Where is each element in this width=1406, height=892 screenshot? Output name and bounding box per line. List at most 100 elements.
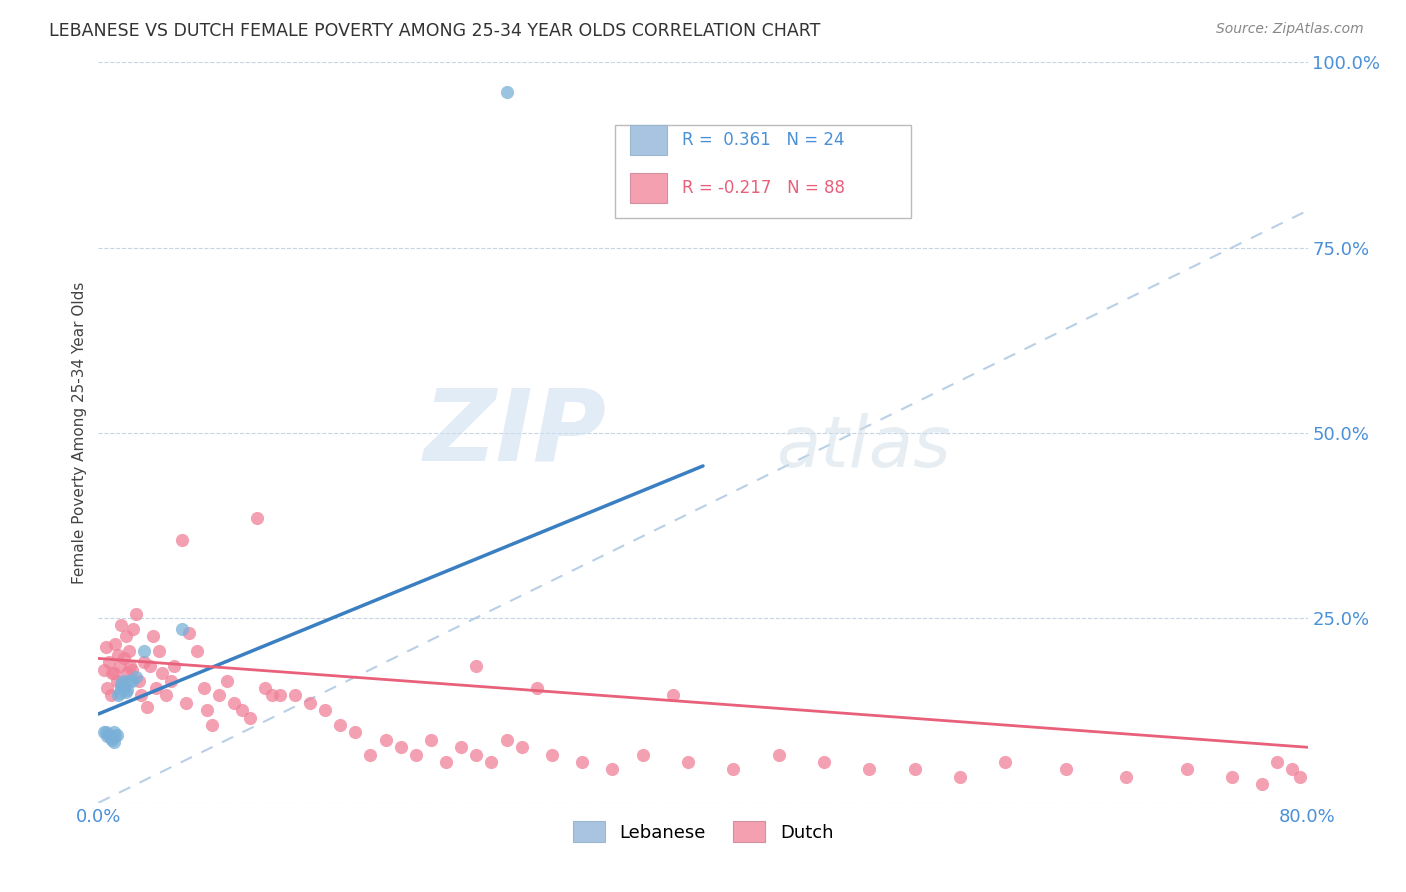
Point: [329, 718, 352, 732]
Point: [284, 689, 307, 703]
Point: [676, 755, 699, 769]
Point: [128, 673, 150, 688]
Point: [1054, 763, 1077, 777]
Point: [269, 689, 291, 703]
Point: [1289, 770, 1312, 784]
Point: [723, 763, 745, 777]
Point: [174, 696, 197, 710]
Point: [495, 732, 517, 747]
Point: [112, 651, 135, 665]
Text: R = -0.217   N = 88: R = -0.217 N = 88: [682, 179, 845, 197]
Point: [1251, 777, 1274, 791]
Point: [405, 747, 427, 762]
Point: [208, 689, 231, 703]
Point: [193, 681, 215, 695]
Point: [110, 681, 132, 695]
Point: [224, 696, 246, 710]
FancyBboxPatch shape: [630, 173, 666, 203]
Point: [101, 732, 124, 747]
Point: [108, 686, 131, 700]
Point: [215, 673, 238, 688]
Point: [101, 666, 124, 681]
Point: [858, 763, 880, 777]
Point: [121, 663, 143, 677]
Point: [262, 689, 284, 703]
Point: [1281, 763, 1303, 777]
Point: [125, 670, 148, 684]
Point: [170, 533, 193, 547]
Point: [132, 644, 155, 658]
Point: [110, 618, 132, 632]
Point: [118, 673, 141, 688]
Point: [112, 681, 135, 695]
Point: [434, 755, 457, 769]
Point: [602, 763, 624, 777]
Point: [107, 689, 129, 703]
Point: [201, 718, 224, 732]
Point: [495, 85, 517, 99]
Point: [148, 644, 170, 658]
Point: [125, 607, 148, 621]
Point: [540, 747, 562, 762]
Point: [195, 703, 218, 717]
Point: [107, 648, 129, 662]
Point: [121, 673, 143, 688]
Point: [904, 763, 927, 777]
Point: [122, 622, 145, 636]
Point: [98, 655, 121, 669]
Point: [510, 740, 533, 755]
Point: [1175, 763, 1198, 777]
Point: [1115, 770, 1137, 784]
Point: [93, 725, 115, 739]
Point: [104, 637, 127, 651]
Point: [94, 725, 117, 739]
Point: [160, 673, 183, 688]
Point: [314, 703, 336, 717]
Point: [132, 655, 155, 669]
Point: [179, 625, 201, 640]
Point: [526, 681, 548, 695]
FancyBboxPatch shape: [630, 126, 666, 155]
Point: [98, 728, 121, 742]
Point: [253, 681, 276, 695]
Point: [994, 755, 1017, 769]
Point: [1220, 770, 1243, 784]
Text: ZIP: ZIP: [423, 384, 606, 481]
Point: [100, 689, 122, 703]
Point: [465, 747, 488, 762]
Point: [110, 677, 132, 691]
Point: [142, 629, 165, 643]
Point: [108, 658, 131, 673]
Point: [299, 696, 322, 710]
Point: [145, 681, 167, 695]
Point: [170, 622, 193, 636]
Point: [111, 681, 134, 695]
Point: [103, 725, 125, 739]
Point: [155, 689, 177, 703]
Point: [186, 644, 208, 658]
Point: [100, 731, 122, 745]
Point: [163, 658, 186, 673]
Point: [481, 755, 503, 769]
Text: R =  0.361   N = 24: R = 0.361 N = 24: [682, 131, 845, 149]
Point: [93, 663, 115, 677]
Point: [103, 666, 125, 681]
Point: [389, 740, 412, 755]
Point: [661, 689, 683, 703]
Point: [103, 735, 125, 749]
Legend: Lebanese, Dutch: Lebanese, Dutch: [565, 814, 841, 849]
Point: [344, 725, 367, 739]
Point: [114, 629, 136, 643]
FancyBboxPatch shape: [614, 126, 911, 218]
Text: Source: ZipAtlas.com: Source: ZipAtlas.com: [1216, 22, 1364, 37]
Point: [949, 770, 972, 784]
Point: [374, 732, 396, 747]
Point: [105, 673, 128, 688]
Point: [465, 658, 488, 673]
Point: [96, 681, 118, 695]
Y-axis label: Female Poverty Among 25-34 Year Olds: Female Poverty Among 25-34 Year Olds: [72, 282, 87, 583]
Point: [813, 755, 835, 769]
Point: [129, 689, 152, 703]
Point: [135, 699, 157, 714]
Point: [104, 729, 127, 743]
